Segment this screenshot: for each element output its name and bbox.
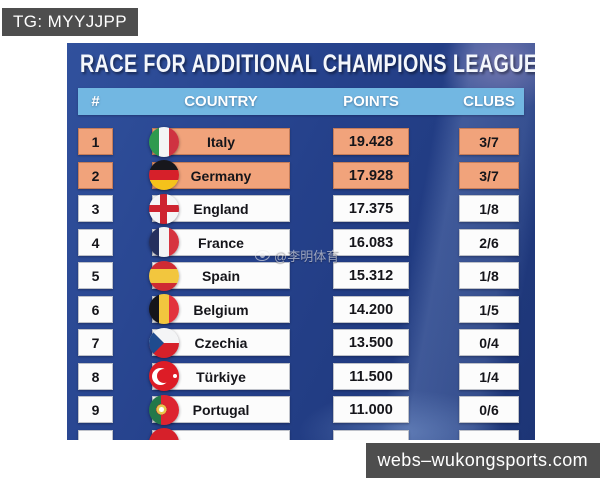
clubs-cell: 0/4: [459, 329, 519, 356]
flag-germany-icon: [149, 160, 179, 190]
table-row: 7 Czechia 13.500 0/4: [67, 327, 535, 358]
points-cell: 16.083: [333, 228, 409, 256]
table-row: 6 Belgium 14.200 1/5: [67, 294, 535, 324]
rank-cell: 9: [78, 396, 113, 423]
points-cell: [333, 429, 409, 440]
points-cell: 11.000: [333, 396, 409, 423]
table-row: 3 England 17.375 1/8: [67, 193, 535, 224]
header-points: POINTS: [343, 93, 399, 110]
flag-portugal-icon: [149, 394, 179, 425]
points-cell: 15.312: [333, 262, 409, 289]
website-badge: webs–wukongsports.com: [365, 443, 600, 478]
rank-cell: 1: [78, 128, 113, 155]
table-row: 9 Portugal 11.000 0/6: [67, 394, 535, 425]
rank-cell: 3: [78, 195, 113, 222]
clubs-cell: 0/6: [459, 396, 519, 423]
points-cell: 17.928: [333, 161, 409, 189]
table-row: 4 France 16.083 2/6: [67, 227, 535, 257]
rank-cell: 8: [78, 362, 113, 390]
table-row: 1 Italy 19.428 3/7: [67, 126, 535, 157]
flag-belgium-icon: [149, 294, 179, 324]
table-row: 5 Spain 15.312 1/8: [67, 260, 535, 291]
rank-cell: 4: [78, 228, 113, 256]
clubs-cell: 1/4: [459, 362, 519, 390]
table-row: 8 Türkiye 11.500 1/4: [67, 361, 535, 391]
league-spots-poster: RACE FOR ADDITIONAL CHAMPIONS LEAGUE SPO…: [67, 43, 535, 440]
clubs-cell: [459, 429, 519, 440]
points-cell: 19.428: [333, 128, 409, 155]
flag-partial-icon: [149, 428, 179, 440]
table-rows: 1 Italy 19.428 3/7 2 Germany 17.928 3/7 …: [67, 126, 535, 440]
flag-czechia-icon: [149, 327, 179, 358]
points-cell: 17.375: [333, 195, 409, 222]
flag-england-icon: [149, 193, 179, 224]
telegram-badge: TG: MYYJJPP: [2, 8, 138, 36]
header-clubs: CLUBS: [463, 93, 515, 110]
points-cell: 11.500: [333, 362, 409, 390]
rank-cell: 6: [78, 295, 113, 323]
rank-cell: 2: [78, 161, 113, 189]
flag-italy-icon: [149, 126, 179, 157]
table-row-partial: [67, 428, 535, 440]
table-row: 2 Germany 17.928 3/7: [67, 160, 535, 190]
points-cell: 13.500: [333, 329, 409, 356]
header-rank: #: [91, 93, 100, 110]
flag-turkiye-icon: [149, 361, 179, 391]
clubs-cell: 2/6: [459, 228, 519, 256]
clubs-cell: 1/5: [459, 295, 519, 323]
clubs-cell: 1/8: [459, 262, 519, 289]
watermark-handle: @李明体育: [274, 249, 340, 264]
weibo-watermark: @李明体育: [254, 246, 340, 265]
points-cell: 14.200: [333, 295, 409, 323]
clubs-cell: 1/8: [459, 195, 519, 222]
clubs-cell: 3/7: [459, 128, 519, 155]
rank-cell: [78, 429, 113, 440]
rank-cell: 7: [78, 329, 113, 356]
weibo-eye-icon: [254, 249, 271, 262]
header-country: COUNTRY: [184, 93, 258, 110]
table-header: # COUNTRY POINTS CLUBS: [78, 88, 524, 115]
flag-france-icon: [149, 227, 179, 257]
rank-cell: 5: [78, 262, 113, 289]
poster-title-wrap: RACE FOR ADDITIONAL CHAMPIONS LEAGUE SPO…: [80, 50, 535, 80]
poster-title: RACE FOR ADDITIONAL CHAMPIONS LEAGUE SPO…: [80, 50, 535, 78]
flag-spain-icon: [149, 260, 179, 291]
clubs-cell: 3/7: [459, 161, 519, 189]
